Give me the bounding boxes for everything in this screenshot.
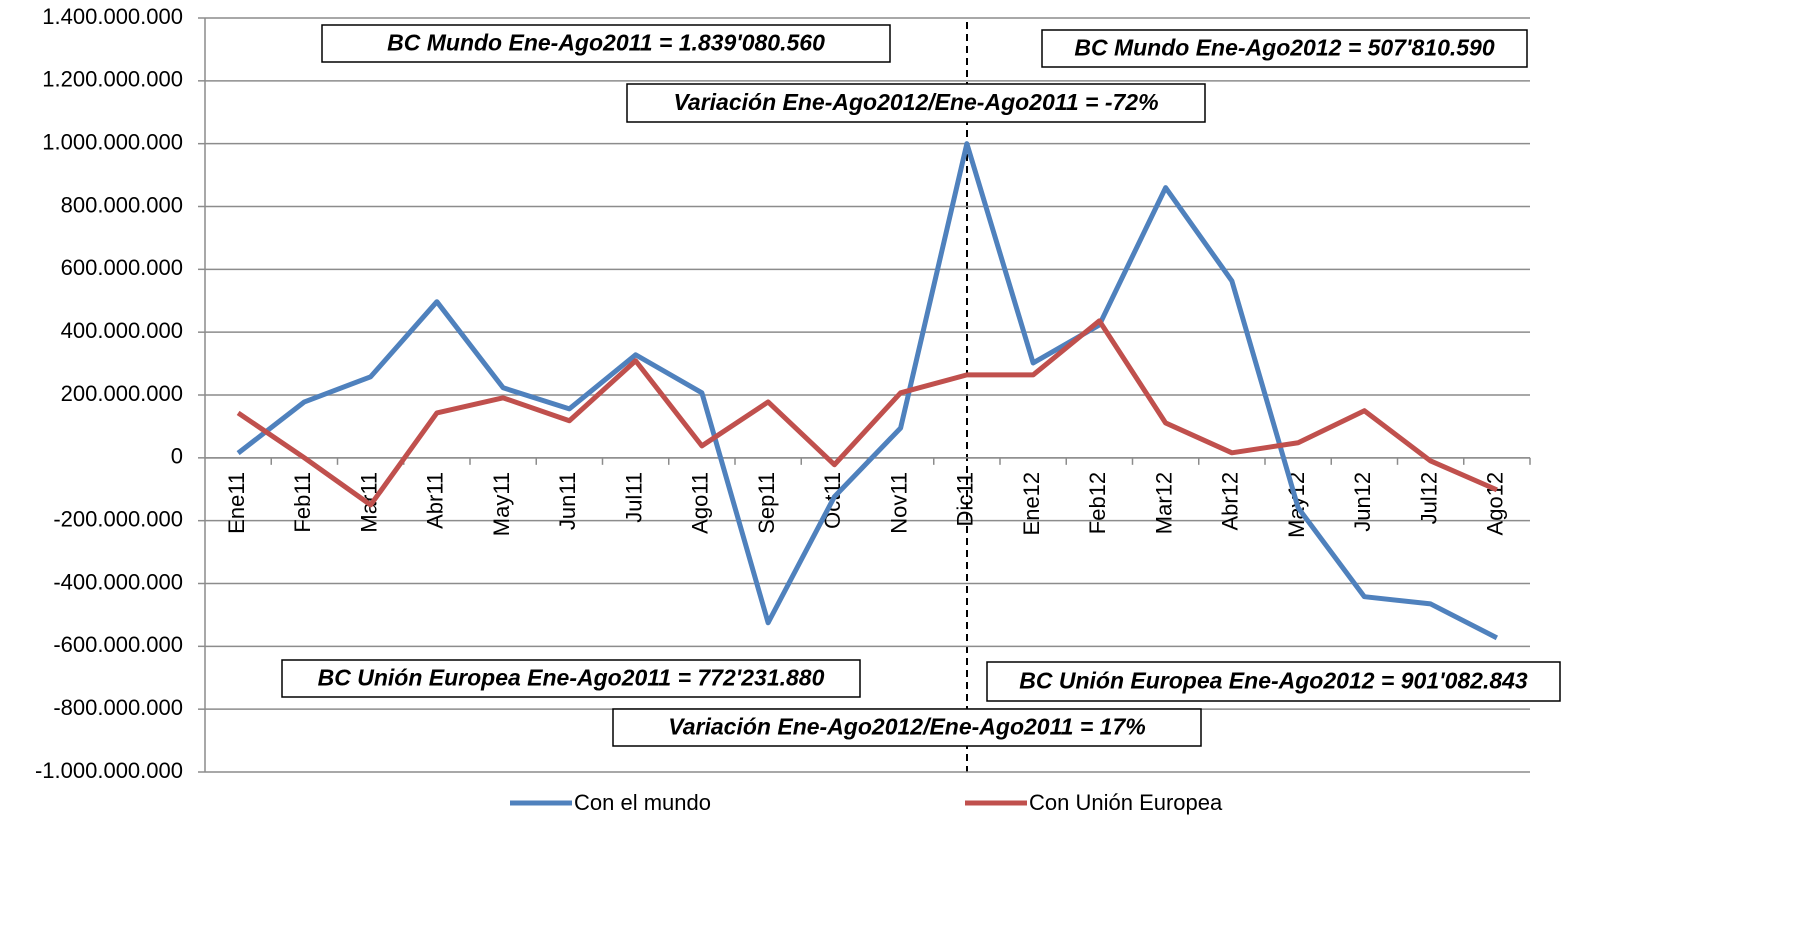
y-tick-label: 1.400.000.000 xyxy=(42,4,183,29)
x-tick-label: Dic11 xyxy=(953,472,978,527)
y-tick-label: 800.000.000 xyxy=(61,192,183,217)
x-tick-label: Ago12 xyxy=(1483,472,1508,536)
x-tick-label: Jun12 xyxy=(1350,472,1375,532)
y-tick-label: 0 xyxy=(171,444,183,469)
annotation-box xyxy=(986,661,1561,702)
x-tick-label: Mar12 xyxy=(1151,472,1176,534)
y-tick-label: 1.200.000.000 xyxy=(42,67,183,92)
annotation: BC Unión Europea Ene-Ago2012 = 901'082.8… xyxy=(1019,668,1528,694)
y-tick-label: -400.000.000 xyxy=(53,569,183,594)
x-tick-label: Abr12 xyxy=(1218,472,1243,531)
y-tick-label: -600.000.000 xyxy=(53,632,183,657)
annotation: BC Mundo Ene-Ago2011 = 1.839'080.560 xyxy=(387,30,825,56)
x-tick-label: Feb12 xyxy=(1085,472,1110,534)
annotation-box xyxy=(626,83,1206,123)
x-tick-label: Jun11 xyxy=(555,472,580,530)
y-tick-label: 400.000.000 xyxy=(61,318,183,343)
annotation: Variación Ene-Ago2012/Ene-Ago2011 = 17% xyxy=(668,714,1145,740)
y-tick-label: 600.000.000 xyxy=(61,255,183,280)
legend-label: Con Unión Europea xyxy=(1029,790,1223,815)
annotation: Variación Ene-Ago2012/Ene-Ago2011 = -72% xyxy=(673,89,1158,115)
y-tick-label: -200.000.000 xyxy=(53,506,183,531)
series-line xyxy=(236,141,1499,641)
legend-label: Con el mundo xyxy=(574,790,711,815)
annotation: BC Mundo Ene-Ago2012 = 507'810.590 xyxy=(1074,35,1494,61)
annotation-box xyxy=(281,659,861,698)
x-tick-label: Sep11 xyxy=(754,472,779,534)
y-tick-label: -800.000.000 xyxy=(53,695,183,720)
annotation-box xyxy=(612,708,1202,747)
series-line xyxy=(236,318,1498,508)
y-tick-label: 1.000.000.000 xyxy=(42,129,183,154)
x-tick-label: Ago11 xyxy=(688,472,713,534)
x-tick-label: Jul11 xyxy=(621,472,646,523)
x-tick-label: May11 xyxy=(489,472,514,536)
x-tick-label: Feb11 xyxy=(290,472,315,533)
x-tick-label: Nov11 xyxy=(886,472,911,534)
x-tick-label: Ene11 xyxy=(224,472,249,534)
x-tick-label: Jul12 xyxy=(1416,472,1441,525)
annotation: BC Unión Europea Ene-Ago2011 = 772'231.8… xyxy=(318,665,825,691)
x-tick-label: Abr11 xyxy=(423,472,448,529)
x-tick-label: Ene12 xyxy=(1019,472,1044,536)
y-tick-label: 200.000.000 xyxy=(61,381,183,406)
y-tick-label: -1.000.000.000 xyxy=(35,758,183,783)
annotation-box xyxy=(321,24,891,63)
annotation-box xyxy=(1041,29,1528,68)
